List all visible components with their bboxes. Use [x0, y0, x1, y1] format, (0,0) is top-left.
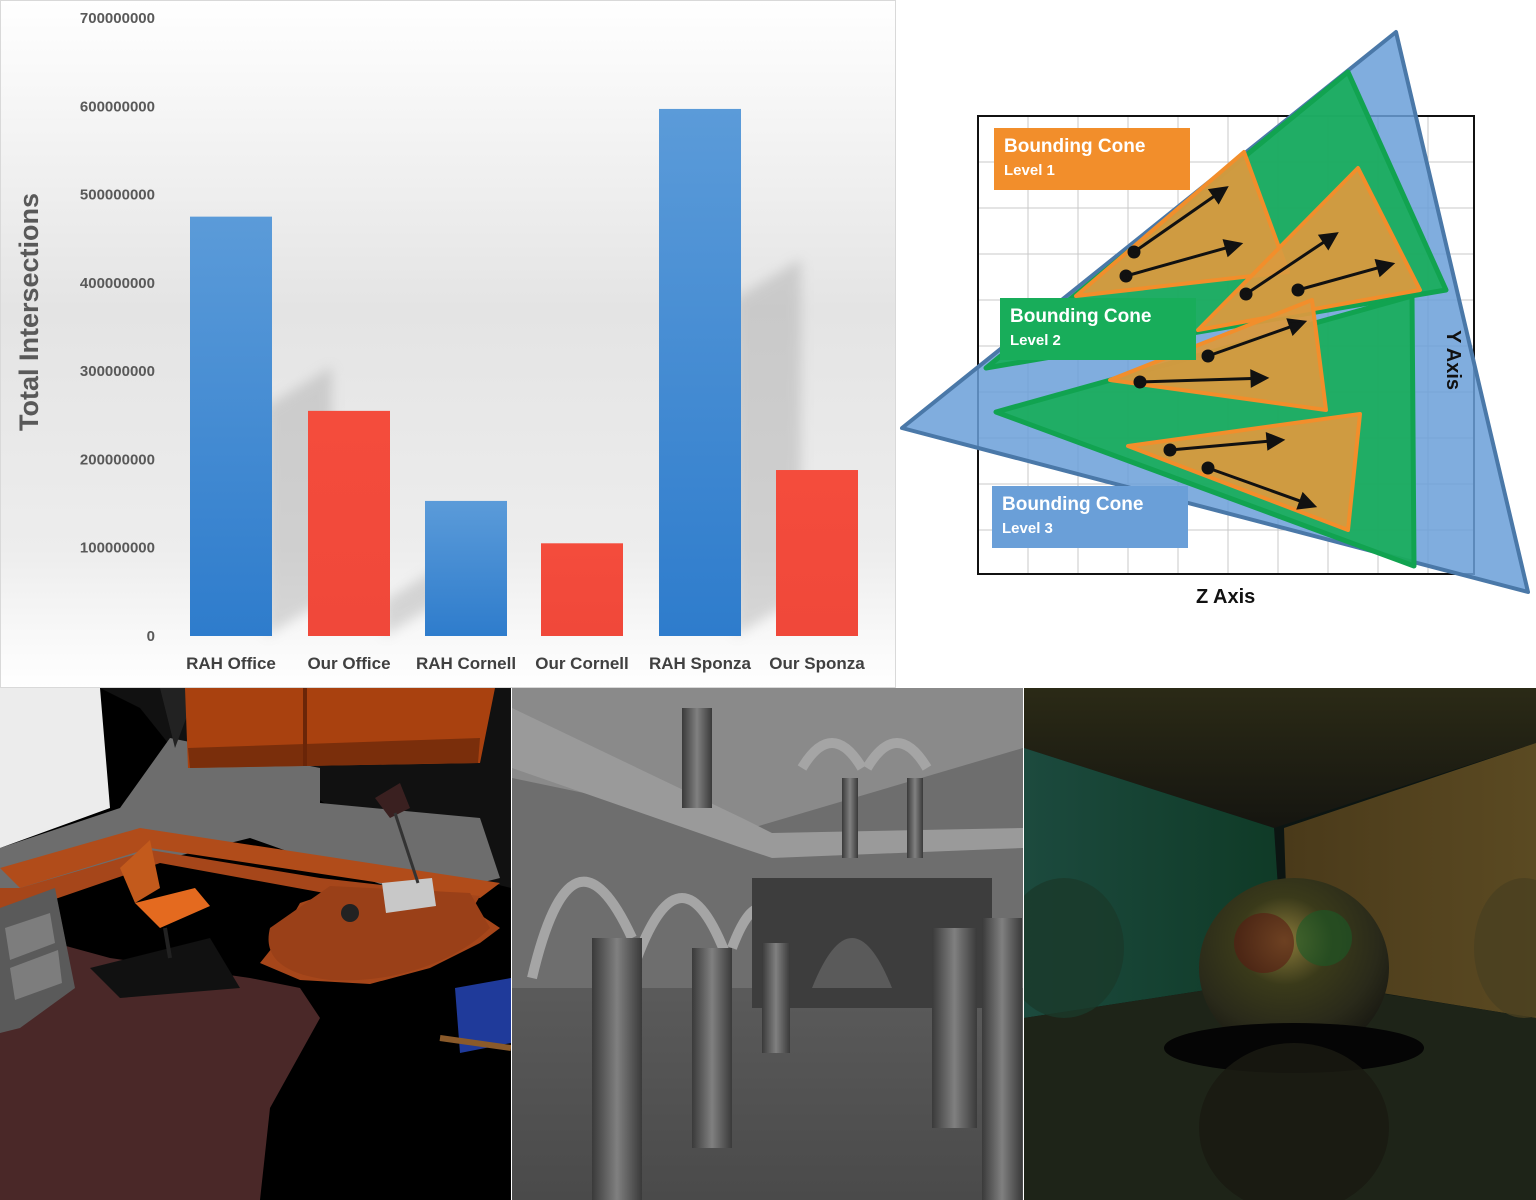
- y-tick-label: 300000000: [80, 363, 155, 380]
- cone-label-level-1: Bounding Cone Level 1: [994, 128, 1190, 190]
- y-tick-label: 400000000: [80, 275, 155, 292]
- chart-border: [0, 0, 896, 688]
- cone-label-level-2: Bounding Cone Level 2: [1000, 298, 1196, 360]
- cone-label-level-3-title: Bounding Cone: [1002, 494, 1144, 515]
- sponza-render: [512, 688, 1023, 1200]
- cone-label-level-1-title: Bounding Cone: [1004, 136, 1146, 157]
- diagram-frame: [977, 115, 1475, 575]
- arrowhead: [1250, 369, 1270, 388]
- y-tick-label: 600000000: [80, 98, 155, 115]
- bar-rah-sponza: [659, 108, 741, 637]
- x-category-label: RAH Office: [186, 654, 276, 673]
- cornell-render: [1024, 688, 1536, 1200]
- x-category-label: RAH Cornell: [416, 654, 516, 673]
- y-tick-label: 200000000: [80, 451, 155, 468]
- arrowhead: [1296, 491, 1318, 510]
- x-category-label: RAH Sponza: [649, 654, 752, 673]
- arrowhead: [1265, 431, 1286, 451]
- x-category-label: Our Sponza: [769, 654, 865, 673]
- arrowhead: [1207, 186, 1229, 205]
- direction-arrow-line: [1169, 439, 1269, 452]
- direction-arrow-line: [1297, 266, 1379, 292]
- direction-arrow-line: [1207, 325, 1292, 358]
- x-category-label: Our Cornell: [535, 654, 629, 673]
- y-tick-label: 500000000: [80, 187, 155, 204]
- office-render: [0, 688, 511, 1200]
- arrowhead: [1317, 232, 1339, 251]
- arrowhead: [1222, 239, 1244, 258]
- bar-rah-cornell: [425, 500, 507, 636]
- bounding-cone-level-1-a: [1074, 150, 1290, 298]
- cone-label-level-3-level: Level 3: [1002, 520, 1053, 537]
- office-render-image: [0, 688, 511, 1200]
- y-tick-label: 700000000: [80, 10, 155, 27]
- bar-rah-office: [190, 216, 272, 636]
- z-axis-label: Z Axis: [1196, 586, 1256, 608]
- direction-arrow-line: [1139, 376, 1253, 384]
- bar-our-office: [308, 410, 390, 636]
- arrowhead: [1286, 318, 1308, 337]
- cone-label-level-3: Bounding Cone Level 3: [992, 486, 1188, 548]
- y-axis-title: Total Intersections: [14, 193, 44, 431]
- x-category-label: Our Office: [307, 654, 390, 673]
- direction-arrow-line: [1245, 240, 1326, 296]
- y-tick-label: 100000000: [80, 540, 155, 557]
- cone-label-level-1-level: Level 1: [1004, 162, 1055, 179]
- cone-diagram-svg: [900, 30, 1530, 594]
- sponza-render-image: [512, 688, 1023, 1200]
- bounding-cone-diagram: Bounding Cone Level 1 Bounding Cone Leve…: [896, 0, 1536, 688]
- direction-arrow-line: [1125, 246, 1227, 278]
- bar-chart-panel: 0 100000000 200000000 300000000 400000000 500…: [0, 0, 896, 688]
- y-axis-label: Y Axis: [1442, 330, 1464, 391]
- bar-our-cornell: [541, 543, 623, 636]
- bar-chart: 0 100000000 200000000 300000000 400000000 500…: [0, 0, 896, 688]
- direction-arrow-line: [1133, 194, 1216, 254]
- bar-our-sponza: [776, 470, 858, 636]
- direction-arrows: [1119, 186, 1396, 510]
- y-tick-label: 0: [147, 628, 155, 645]
- cone-label-level-2-level: Level 2: [1010, 332, 1061, 349]
- arrowhead: [1374, 259, 1396, 278]
- cone-label-level-2-title: Bounding Cone: [1010, 306, 1152, 327]
- direction-arrow-line: [1207, 466, 1302, 503]
- cornell-render-image: [1024, 688, 1536, 1200]
